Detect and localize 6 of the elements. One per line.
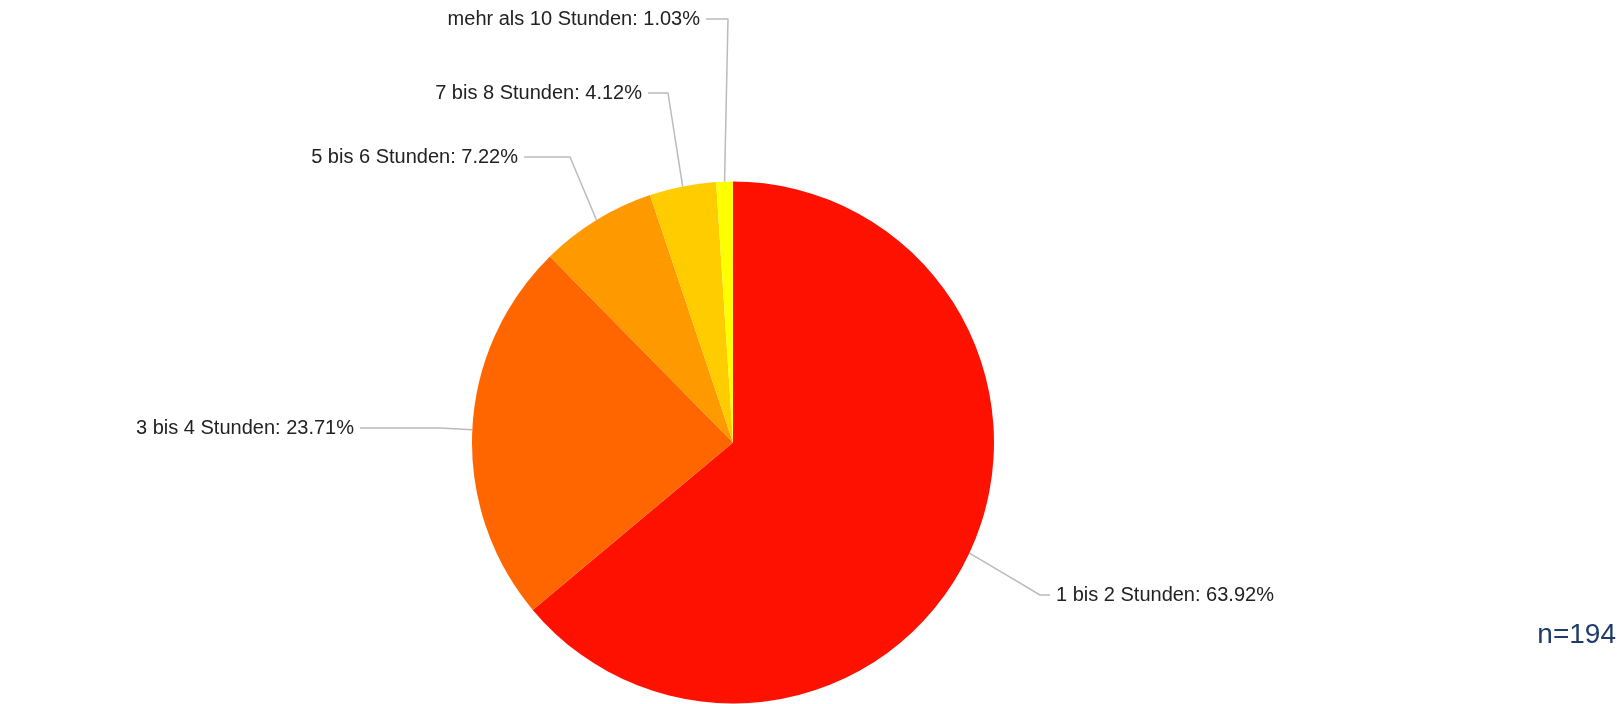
slice-label: 3 bis 4 Stunden: 23.71%: [136, 415, 355, 438]
slice-label: 5 bis 6 Stunden: 7.22%: [311, 144, 519, 167]
slice-label: mehr als 10 Stunden: 1.03%: [447, 6, 701, 29]
text: n=194: [1537, 618, 1616, 650]
slice-label: 1 bis 2 Stunden: 63.92%: [1056, 582, 1275, 605]
slice-label: 7 bis 8 Stunden: 4.12%: [435, 80, 643, 103]
